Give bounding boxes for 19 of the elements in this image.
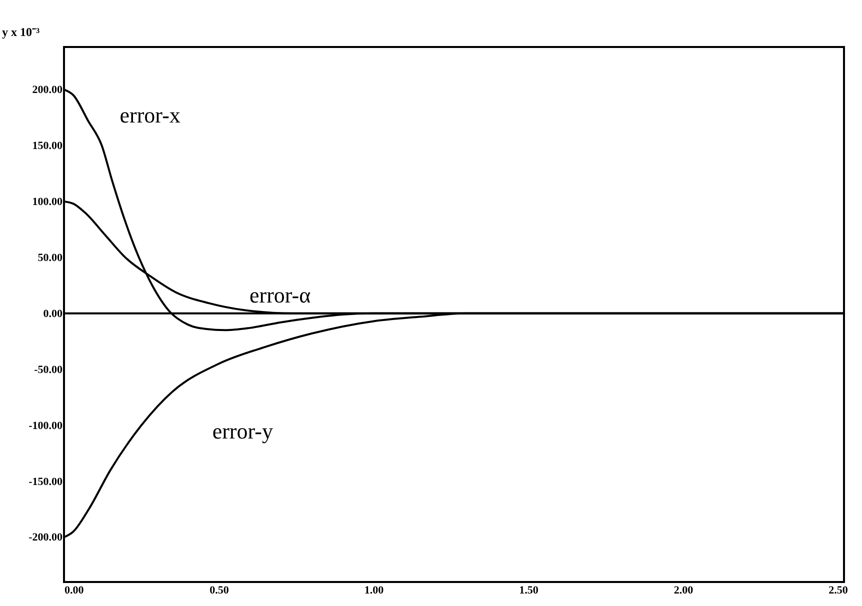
- x-tick-label: 2.00: [674, 584, 694, 596]
- x-tick-label: 2.50: [828, 584, 848, 596]
- y-axis-title: y x 10⁻³: [2, 25, 40, 39]
- y-tick-label: 200.00: [32, 84, 63, 96]
- x-tick-label: 1.50: [519, 584, 539, 596]
- y-tick-label: -50.00: [34, 364, 63, 376]
- y-tick-label: -200.00: [28, 532, 63, 544]
- y-tick-label: 150.00: [32, 140, 63, 152]
- y-tick-label: 0.00: [43, 308, 63, 320]
- series-label: error-α: [249, 282, 312, 308]
- y-tick-label: 50.00: [38, 252, 63, 264]
- x-tick-label: 1.00: [364, 584, 384, 596]
- y-tick-label: -100.00: [28, 420, 63, 432]
- y-tick-label: 100.00: [32, 196, 63, 208]
- x-tick-label: 0.50: [210, 584, 230, 596]
- y-tick-label: -150.00: [28, 476, 63, 488]
- text: error-y: [212, 418, 273, 444]
- x-tick-label: 0.00: [64, 584, 84, 596]
- series-label: error-x: [120, 102, 180, 128]
